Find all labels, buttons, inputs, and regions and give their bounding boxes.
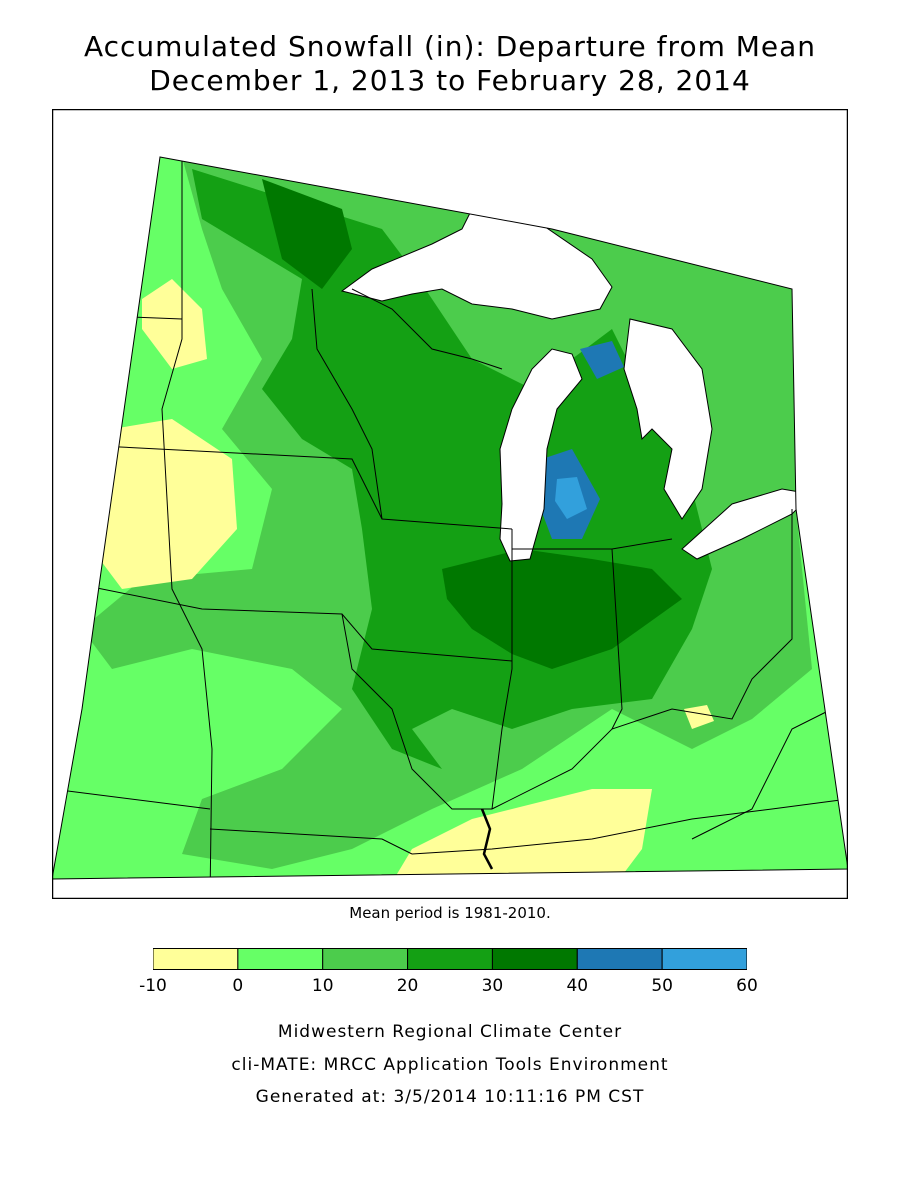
legend-bin bbox=[661, 948, 747, 970]
legend-bin bbox=[322, 948, 409, 970]
map-title-line2: December 1, 2013 to February 28, 2014 bbox=[149, 64, 751, 97]
legend-bin bbox=[153, 948, 239, 970]
snowfall-departure-map bbox=[52, 109, 848, 899]
legend-tick-label: 0 bbox=[232, 976, 244, 996]
region-50-60 bbox=[555, 477, 587, 519]
color-legend bbox=[153, 948, 747, 970]
shaded-regions bbox=[52, 157, 848, 879]
legend-bin bbox=[491, 948, 578, 970]
region-neg-s bbox=[382, 789, 652, 879]
credit-generated: Generated at: 3/5/2014 10:11:16 PM CST bbox=[255, 1087, 645, 1107]
region-neg-nw bbox=[142, 279, 207, 369]
region-neg-ohio bbox=[684, 705, 714, 729]
mississippi-river bbox=[480, 808, 494, 870]
region-30-40-south bbox=[442, 549, 682, 669]
projection-outline bbox=[52, 156, 848, 880]
legend-tick-label: 60 bbox=[736, 976, 758, 996]
credit-tool: cli-MATE: MRCC Application Tools Environ… bbox=[231, 1055, 669, 1075]
lake-huron bbox=[623, 318, 713, 520]
map-title-line1: Accumulated Snowfall (in): Departure fro… bbox=[83, 30, 817, 63]
map-frame bbox=[52, 109, 848, 899]
credit-organization: Midwestern Regional Climate Center bbox=[277, 1022, 623, 1042]
legend-bin bbox=[237, 948, 324, 970]
mean-period-note: Mean period is 1981-2010. bbox=[349, 904, 551, 922]
legend-tick-label: 50 bbox=[651, 976, 673, 996]
lake-michigan bbox=[499, 348, 583, 562]
state-boundaries bbox=[52, 157, 848, 879]
legend-tick-label: 20 bbox=[396, 976, 419, 996]
region-30-40-north bbox=[262, 179, 352, 289]
legend-bin bbox=[407, 948, 493, 970]
lake-superior bbox=[340, 198, 613, 320]
legend-tick-label: 30 bbox=[481, 976, 504, 996]
legend-tick-label: 10 bbox=[311, 976, 334, 996]
legend-bin bbox=[576, 948, 663, 970]
legend-tick-label: 40 bbox=[566, 976, 589, 996]
region-neg-w bbox=[92, 419, 237, 589]
region-40-50-a bbox=[580, 341, 624, 379]
legend-tick-label: -10 bbox=[139, 976, 167, 996]
